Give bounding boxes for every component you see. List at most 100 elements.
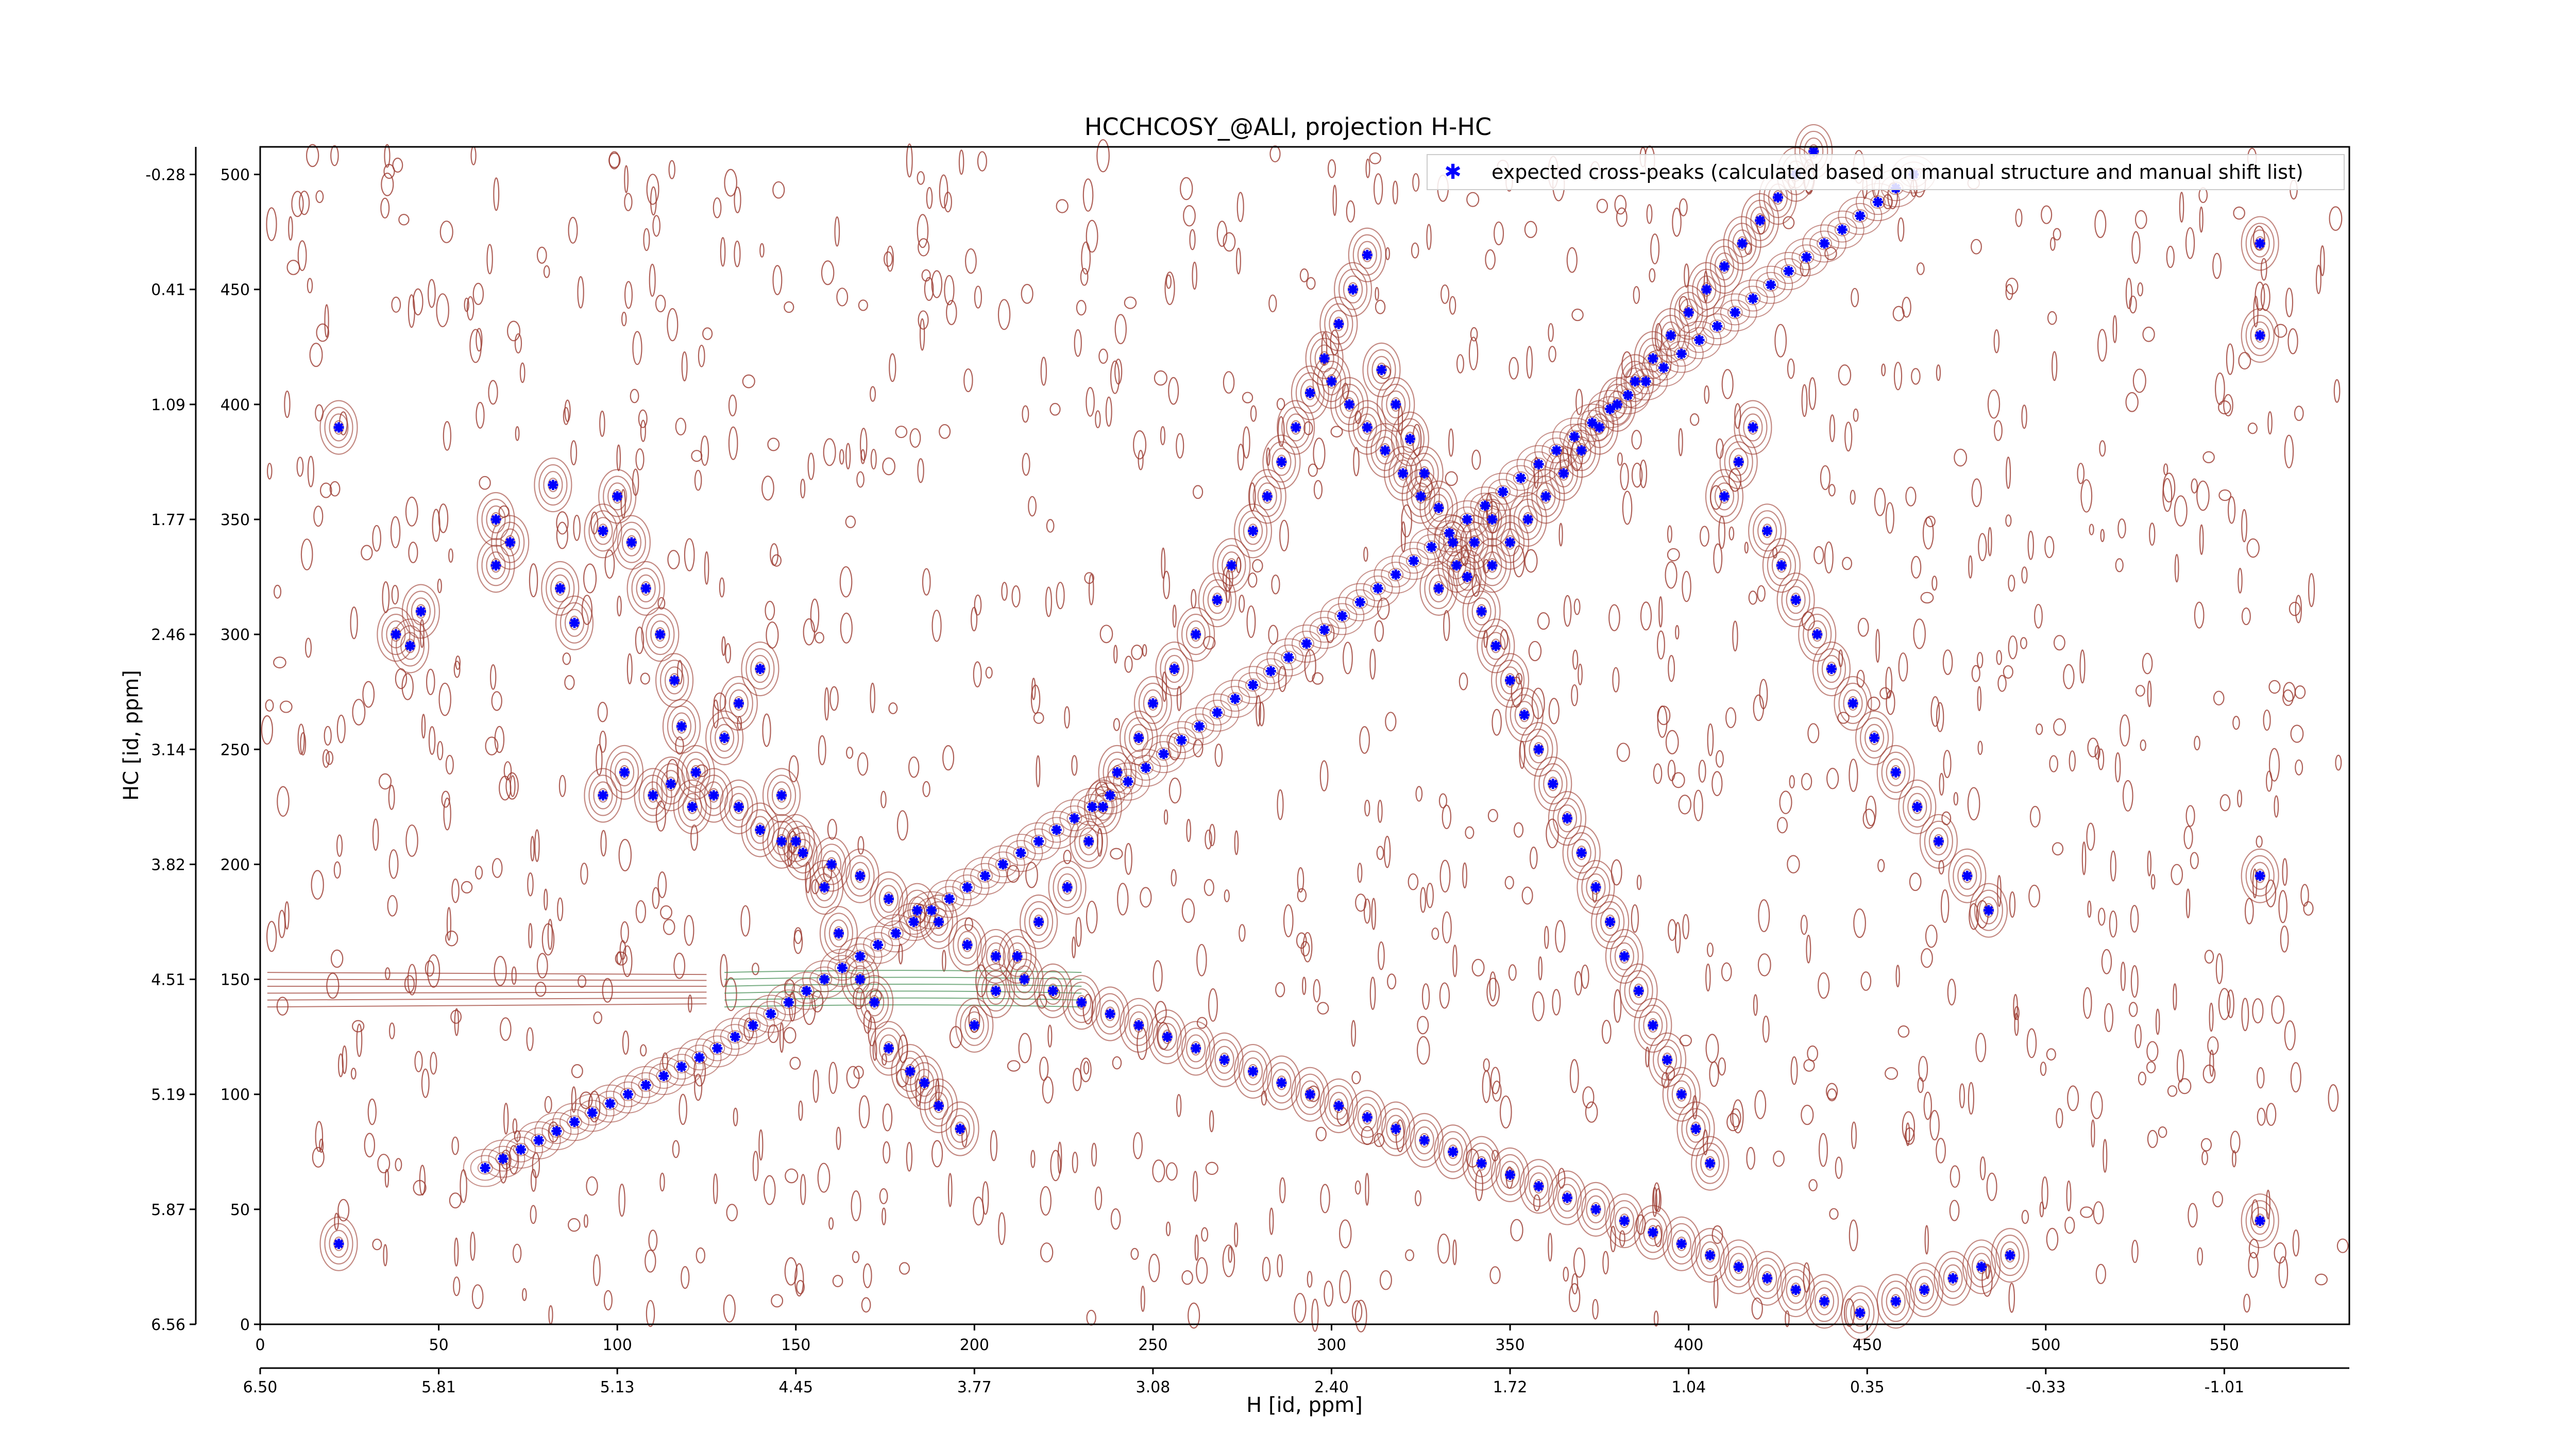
crosspeak-contour — [1486, 632, 1506, 660]
noise-contour — [632, 331, 642, 365]
noise-contour — [2115, 558, 2124, 572]
noise-contour — [2020, 637, 2027, 649]
crosspeak-contour — [534, 457, 572, 513]
crosspeak-contour — [486, 551, 506, 580]
noise-contour — [1346, 200, 1355, 223]
noise-contour — [2086, 822, 2095, 851]
diagonal-contour — [773, 989, 804, 1016]
noise-contour — [733, 1107, 738, 1126]
crosspeak-contour — [543, 470, 563, 499]
noise-contour — [752, 963, 759, 975]
cross-peak-marker — [551, 1126, 562, 1137]
diagonal-contour — [620, 1087, 636, 1101]
noise-contour — [1392, 180, 1398, 205]
noise-contour — [1563, 595, 1572, 627]
crosspeak-contour — [655, 653, 694, 708]
crosspeak-contour — [1910, 1269, 1939, 1311]
noise-contour — [1653, 1310, 1659, 1327]
noise-contour — [742, 374, 755, 389]
diagonal-contour — [1845, 203, 1875, 229]
crosspeak-contour — [1067, 982, 1096, 1023]
noise-contour — [1977, 740, 1983, 755]
noise-contour — [2146, 1041, 2159, 1062]
crosspeak-contour — [1352, 234, 1382, 276]
crosspeak-contour — [1053, 866, 1082, 908]
cross-peak-marker — [1362, 422, 1372, 433]
noise-contour — [2131, 1239, 2139, 1263]
noise-contour — [1885, 502, 1894, 534]
noise-contour — [2209, 1002, 2214, 1032]
crosspeak-contour — [1419, 480, 1458, 535]
cross-peak-marker — [1869, 732, 1880, 743]
noise-contour — [2274, 1242, 2286, 1264]
cross-peak-marker — [755, 664, 766, 675]
diagonal-contour — [477, 1161, 493, 1175]
noise-contour — [2174, 554, 2179, 583]
noise-contour — [1616, 207, 1628, 227]
noise-contour — [2238, 351, 2251, 370]
y-axis-ppm-ticks: 6.565.875.194.513.823.142.461.771.090.41… — [145, 166, 196, 1334]
cross-peak-marker — [1730, 307, 1740, 318]
noise-contour — [1582, 1086, 1595, 1109]
noise-contour — [834, 216, 840, 247]
noise-contour — [1037, 994, 1047, 1009]
cross-peak-marker — [1733, 457, 1744, 467]
noise-contour — [2174, 495, 2188, 527]
crosspeak-contour — [667, 705, 697, 747]
crosspeak-contour — [1233, 1043, 1273, 1099]
diagonal-contour — [1784, 238, 1829, 277]
noise-contour — [1046, 519, 1055, 533]
noise-contour — [564, 675, 575, 690]
noise-contour — [720, 954, 728, 988]
crosspeak-contour — [1462, 1136, 1501, 1191]
crosspeak-contour — [869, 871, 908, 926]
noise-contour — [1758, 899, 1770, 932]
cross-peak-marker — [1519, 710, 1530, 720]
noise-contour — [917, 214, 929, 248]
noise-contour — [1168, 778, 1181, 804]
noise-contour — [2087, 737, 2099, 757]
noise-contour — [1098, 348, 1108, 364]
cross-peak-marker — [1462, 571, 1472, 582]
crosspeak-contour — [1886, 758, 1906, 787]
cross-peak-marker — [1262, 491, 1273, 502]
cross-peak-marker — [605, 1098, 616, 1109]
noise-contour — [324, 726, 332, 746]
crosspeak-contour — [1262, 434, 1301, 490]
noise-contour — [437, 740, 444, 761]
y-tick-label: 0 — [240, 1316, 250, 1334]
noise-contour — [398, 214, 410, 226]
x-ppm-tick-label: 6.50 — [243, 1378, 278, 1396]
crosspeak-contour — [1478, 545, 1507, 586]
noise-contour — [660, 905, 672, 920]
crosspeak-contour — [2250, 321, 2270, 350]
cross-peak-marker — [2255, 238, 2265, 249]
noise-contour — [1865, 796, 1877, 827]
crosspeak-contour — [1414, 459, 1434, 487]
diagonal-contour — [559, 1109, 589, 1135]
noise-contour — [276, 997, 289, 1016]
noise-contour — [1426, 883, 1434, 908]
noise-contour — [1359, 726, 1370, 754]
noise-contour — [489, 664, 497, 690]
noise-contour — [404, 975, 415, 993]
cross-peak-marker — [1291, 422, 1301, 433]
noise-contour — [2021, 1209, 2029, 1224]
crosspeak-contour — [812, 837, 851, 892]
crosspeak-contour — [762, 768, 801, 823]
noise-contour — [392, 157, 403, 173]
noise-contour — [1897, 1025, 1910, 1038]
cross-peak-marker — [480, 1162, 490, 1173]
cross-peak-marker — [719, 732, 730, 743]
noise-contour — [1499, 1096, 1512, 1128]
noise-contour — [857, 752, 869, 776]
crosspeak-contour — [1462, 584, 1501, 639]
noise-contour — [845, 746, 854, 759]
noise-contour — [845, 515, 856, 529]
crosspeak-contour — [694, 768, 733, 823]
crosspeak-contour — [1700, 1241, 1720, 1270]
noise-contour — [437, 578, 442, 594]
cross-peak-marker — [1162, 1032, 1173, 1042]
crosspeak-contour — [1164, 654, 1184, 683]
crosspeak-contour — [1272, 1069, 1292, 1097]
